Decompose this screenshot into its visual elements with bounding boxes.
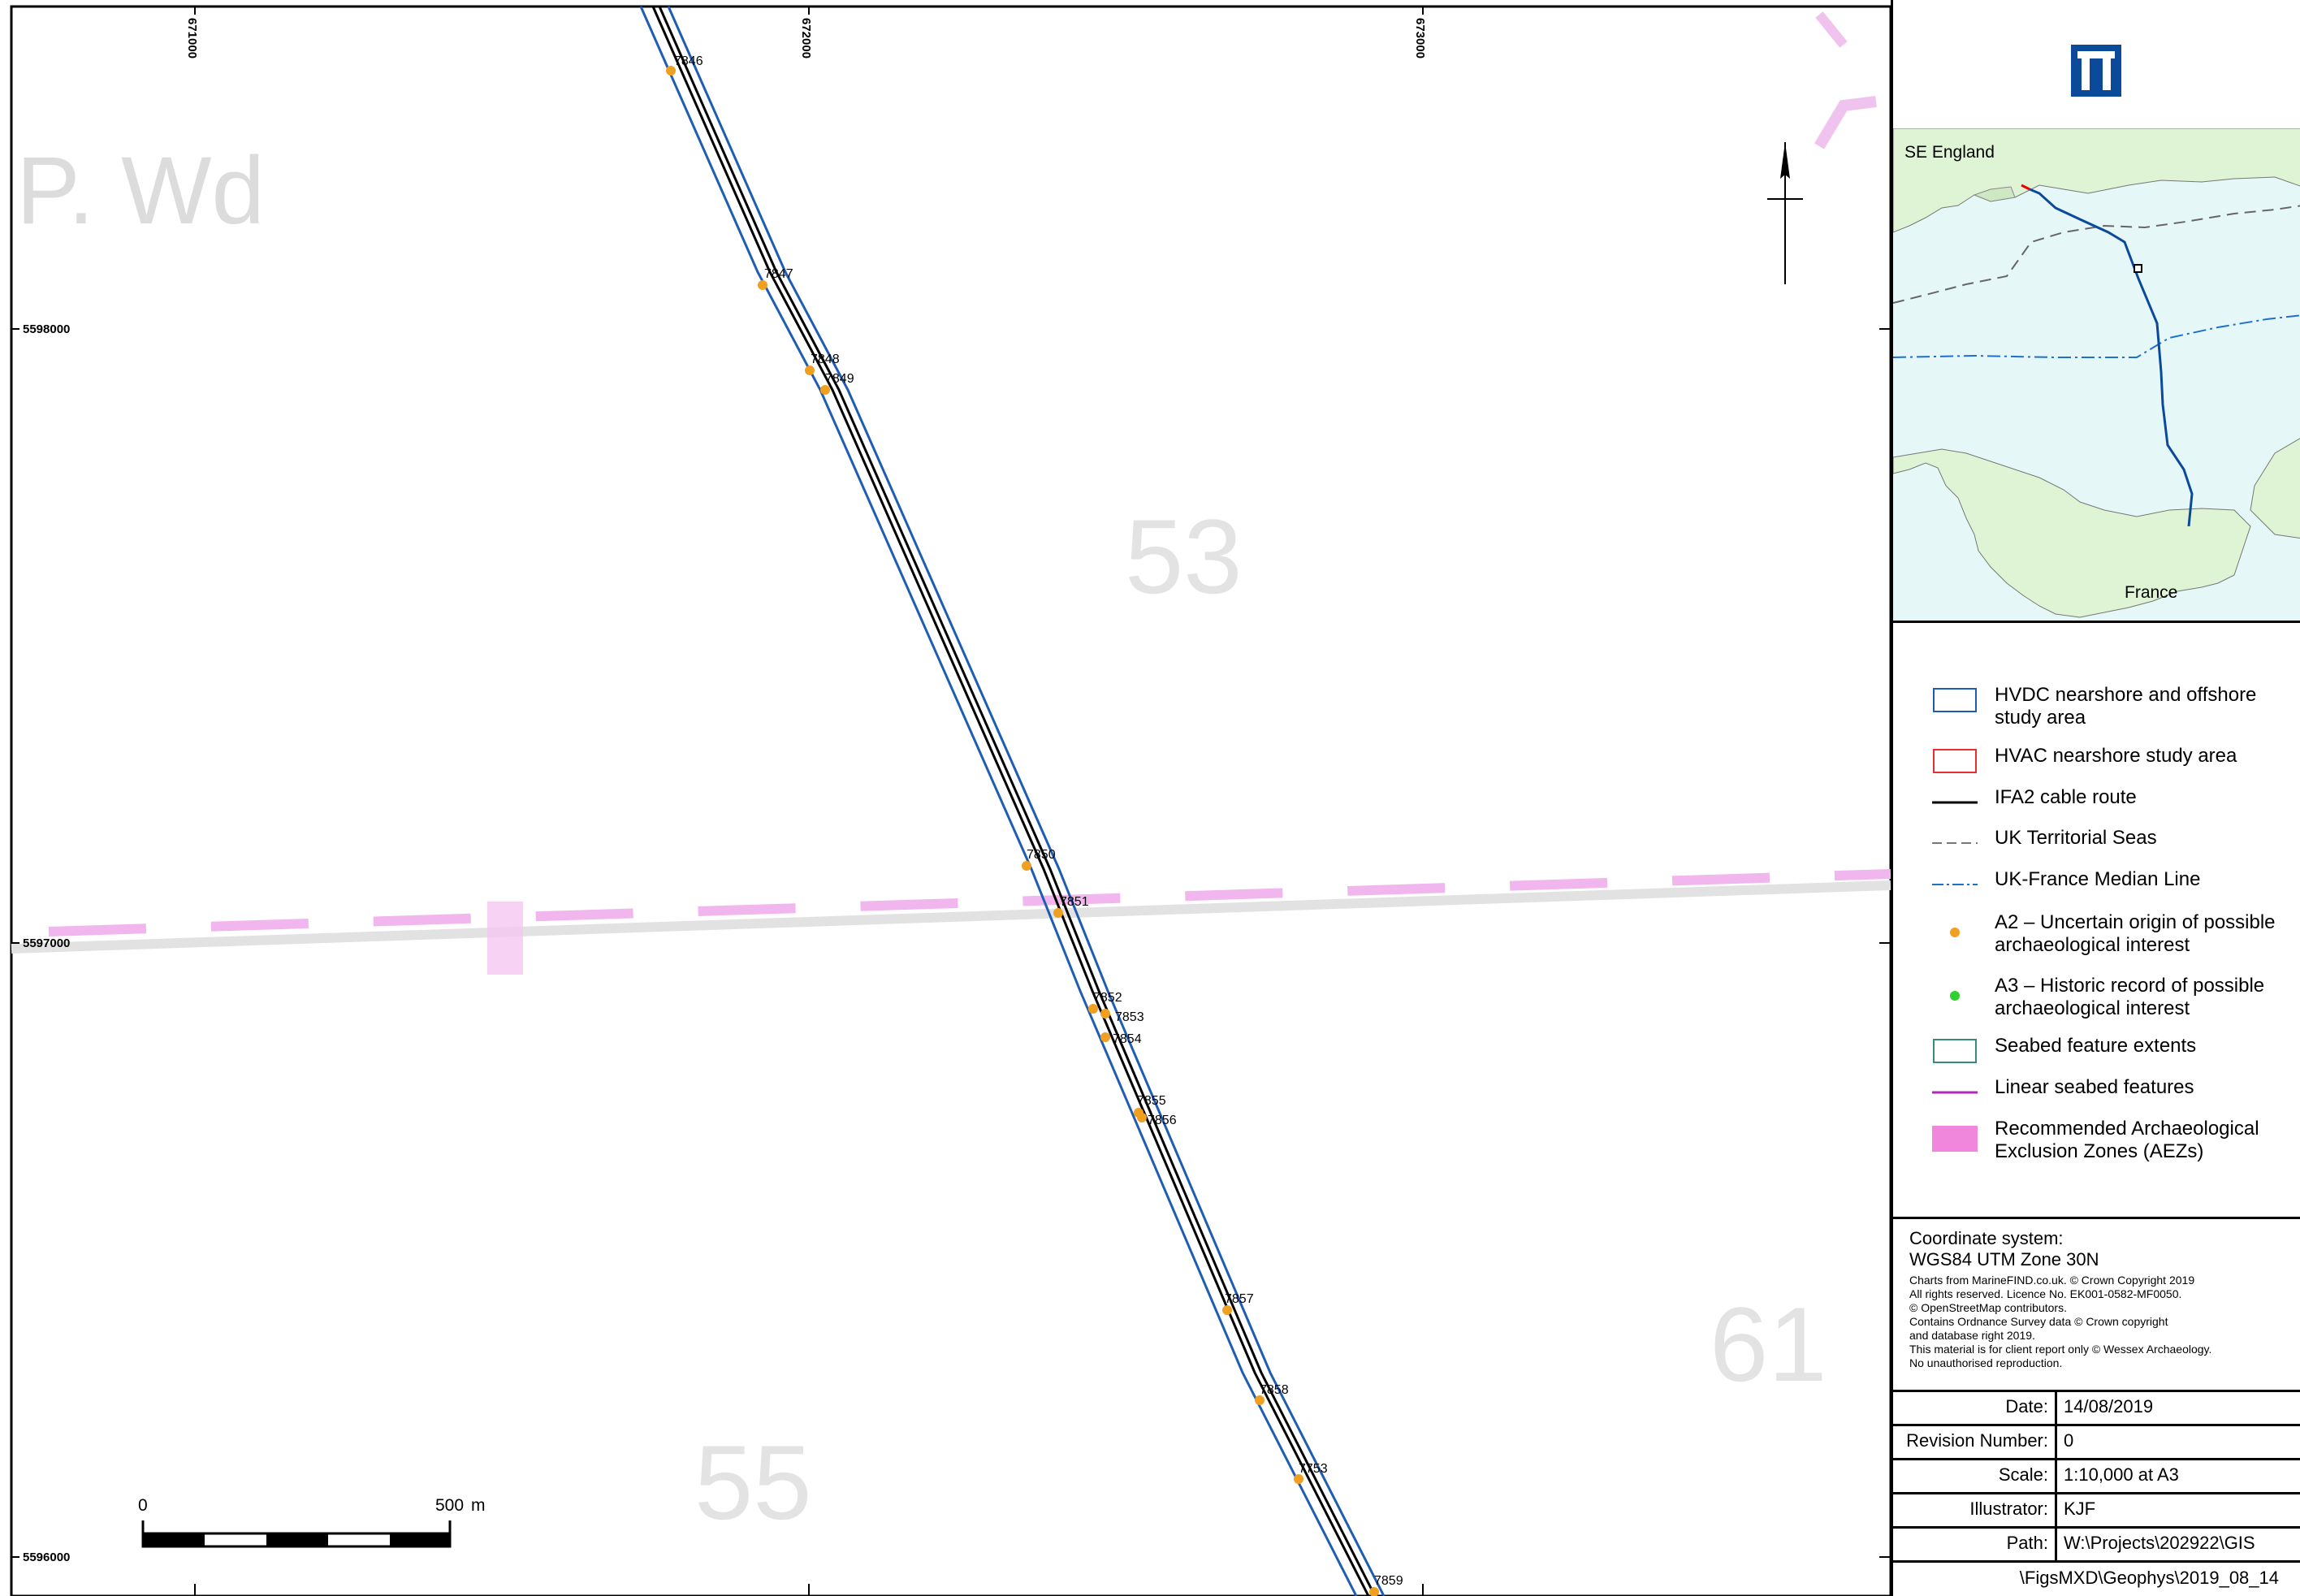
info-row-illustrator: Illustrator: KJF	[1893, 1492, 2300, 1529]
chart-mark-pink-2	[1814, 96, 1877, 149]
teal-box-icon	[1932, 1038, 1978, 1064]
coordinate-heading: Coordinate system: WGS84 UTM Zone 30N	[1909, 1228, 2099, 1269]
ifa2-cable-route-2	[658, 6, 1377, 1596]
svg-text:7848: 7848	[811, 353, 840, 366]
a2-feature[interactable]: 7858	[1255, 1383, 1289, 1405]
a2-feature[interactable]: 7859	[1369, 1574, 1403, 1596]
purple-line-icon	[1932, 1079, 1978, 1105]
scale-start: 0	[138, 1496, 148, 1515]
northing-label: 5596000	[23, 1551, 70, 1564]
grey-dash-line-icon	[1932, 830, 1978, 856]
a2-feature[interactable]: 7753	[1294, 1462, 1328, 1484]
inset-canvas	[1893, 128, 2300, 618]
svg-text:7850: 7850	[1027, 848, 1056, 862]
svg-text:7858: 7858	[1260, 1383, 1289, 1397]
inset-label-france: France	[2125, 583, 2178, 602]
side-panel: SE England France HVDC nearshore and off…	[1891, 0, 2300, 1596]
map-canvas[interactable]: P. Wd 53 55 61 7846 7847 7848 7849 7850 …	[0, 0, 1891, 1596]
orange-dot-icon	[1932, 919, 1978, 945]
svg-text:7849: 7849	[825, 372, 854, 386]
svg-text:7753: 7753	[1299, 1462, 1328, 1476]
svg-text:7847: 7847	[764, 267, 793, 281]
easting-label: 673000	[1413, 18, 1427, 58]
easting-label: 672000	[799, 18, 813, 58]
location-inset-map[interactable]: SE England France	[1893, 128, 2300, 623]
logo-box	[1893, 0, 2300, 131]
red-box-icon	[1932, 748, 1978, 774]
northing-label: 5598000	[23, 322, 70, 336]
svg-text:7851: 7851	[1060, 895, 1089, 909]
info-row-date: Date: 14/08/2019	[1893, 1390, 2300, 1426]
scale-end: 500	[435, 1496, 464, 1515]
chart-mark-pink-1	[1815, 11, 1848, 48]
svg-text:7859: 7859	[1374, 1574, 1403, 1588]
info-row-revision: Revision Number: 0	[1893, 1424, 2300, 1460]
a2-feature[interactable]: 7848	[805, 353, 840, 375]
inset-label-england: SE England	[1904, 143, 1995, 162]
inset-location-box	[2134, 264, 2142, 273]
green-dot-icon	[1932, 983, 1978, 1009]
chart-depth-55: 55	[694, 1423, 812, 1542]
hvdc-boundary-west	[639, 6, 1358, 1596]
ifa2-cable-route	[651, 6, 1370, 1596]
chart-depth-53: 53	[1125, 497, 1243, 616]
scale-unit: m	[471, 1496, 486, 1515]
a2-feature[interactable]: 7856	[1137, 1113, 1177, 1127]
svg-text:7853: 7853	[1115, 1010, 1144, 1024]
path-continuation: \FigsMXD\Geophys\2019_08_14	[2019, 1568, 2279, 1588]
a2-feature[interactable]: 7853	[1100, 1009, 1144, 1024]
a2-feature[interactable]: 7847	[758, 267, 793, 290]
a2-feature[interactable]: 7846	[666, 54, 703, 76]
a2-feature[interactable]: 7854	[1100, 1032, 1142, 1046]
a2-feature[interactable]: 7857	[1222, 1292, 1254, 1315]
info-row-scale: Scale: 1:10,000 at A3	[1893, 1458, 2300, 1494]
inset-territorial-seas	[1893, 205, 2300, 304]
north-arrow-icon	[1767, 142, 1803, 284]
svg-text:7855: 7855	[1137, 1094, 1166, 1108]
a2-feature[interactable]: 7849	[820, 372, 854, 395]
blue-dashdot-line-icon	[1932, 872, 1978, 897]
black-line-icon	[1932, 789, 1978, 815]
map-border	[10, 5, 1891, 1596]
info-row-path: Path: W:\Projects\202922\GIS	[1893, 1526, 2300, 1563]
svg-text:7846: 7846	[674, 54, 703, 68]
aez-patch	[487, 902, 523, 975]
wessex-logo	[2071, 45, 2121, 97]
hvdc-boundary-east	[667, 6, 1386, 1596]
legend: HVDC nearshore and offshore study area H…	[1893, 621, 2300, 1219]
blue-box-icon	[1932, 687, 1978, 713]
a2-feature[interactable]: 7852	[1088, 991, 1122, 1014]
chart-depth-61: 61	[1710, 1285, 1827, 1404]
svg-text:7857: 7857	[1225, 1292, 1254, 1306]
svg-text:7856: 7856	[1148, 1114, 1177, 1127]
chart-line-grey	[11, 880, 1891, 954]
chart-text-pwd: P. Wd	[16, 137, 265, 244]
credits: Charts from MarineFIND.co.uk. © Crown Co…	[1909, 1274, 2212, 1369]
a2-feature[interactable]: 7850	[1022, 848, 1056, 871]
svg-text:7852: 7852	[1093, 991, 1122, 1005]
pink-fill-icon	[1932, 1126, 1978, 1152]
linear-seabed-feature	[48, 869, 1891, 936]
inset-route	[2029, 188, 2194, 527]
scale-bar: 0 500 m	[138, 1496, 486, 1548]
map-frame[interactable]: P. Wd 53 55 61 7846 7847 7848 7849 7850 …	[0, 0, 1891, 1596]
northing-label: 5597000	[23, 936, 70, 950]
coordinate-info: Coordinate system: WGS84 UTM Zone 30N Ch…	[1893, 1217, 2300, 1392]
a2-feature[interactable]: 7851	[1053, 895, 1089, 918]
easting-label: 671000	[185, 18, 199, 58]
grid-ticks	[11, 6, 1891, 1596]
svg-text:7854: 7854	[1113, 1032, 1142, 1046]
inset-median-line	[1893, 314, 2300, 358]
